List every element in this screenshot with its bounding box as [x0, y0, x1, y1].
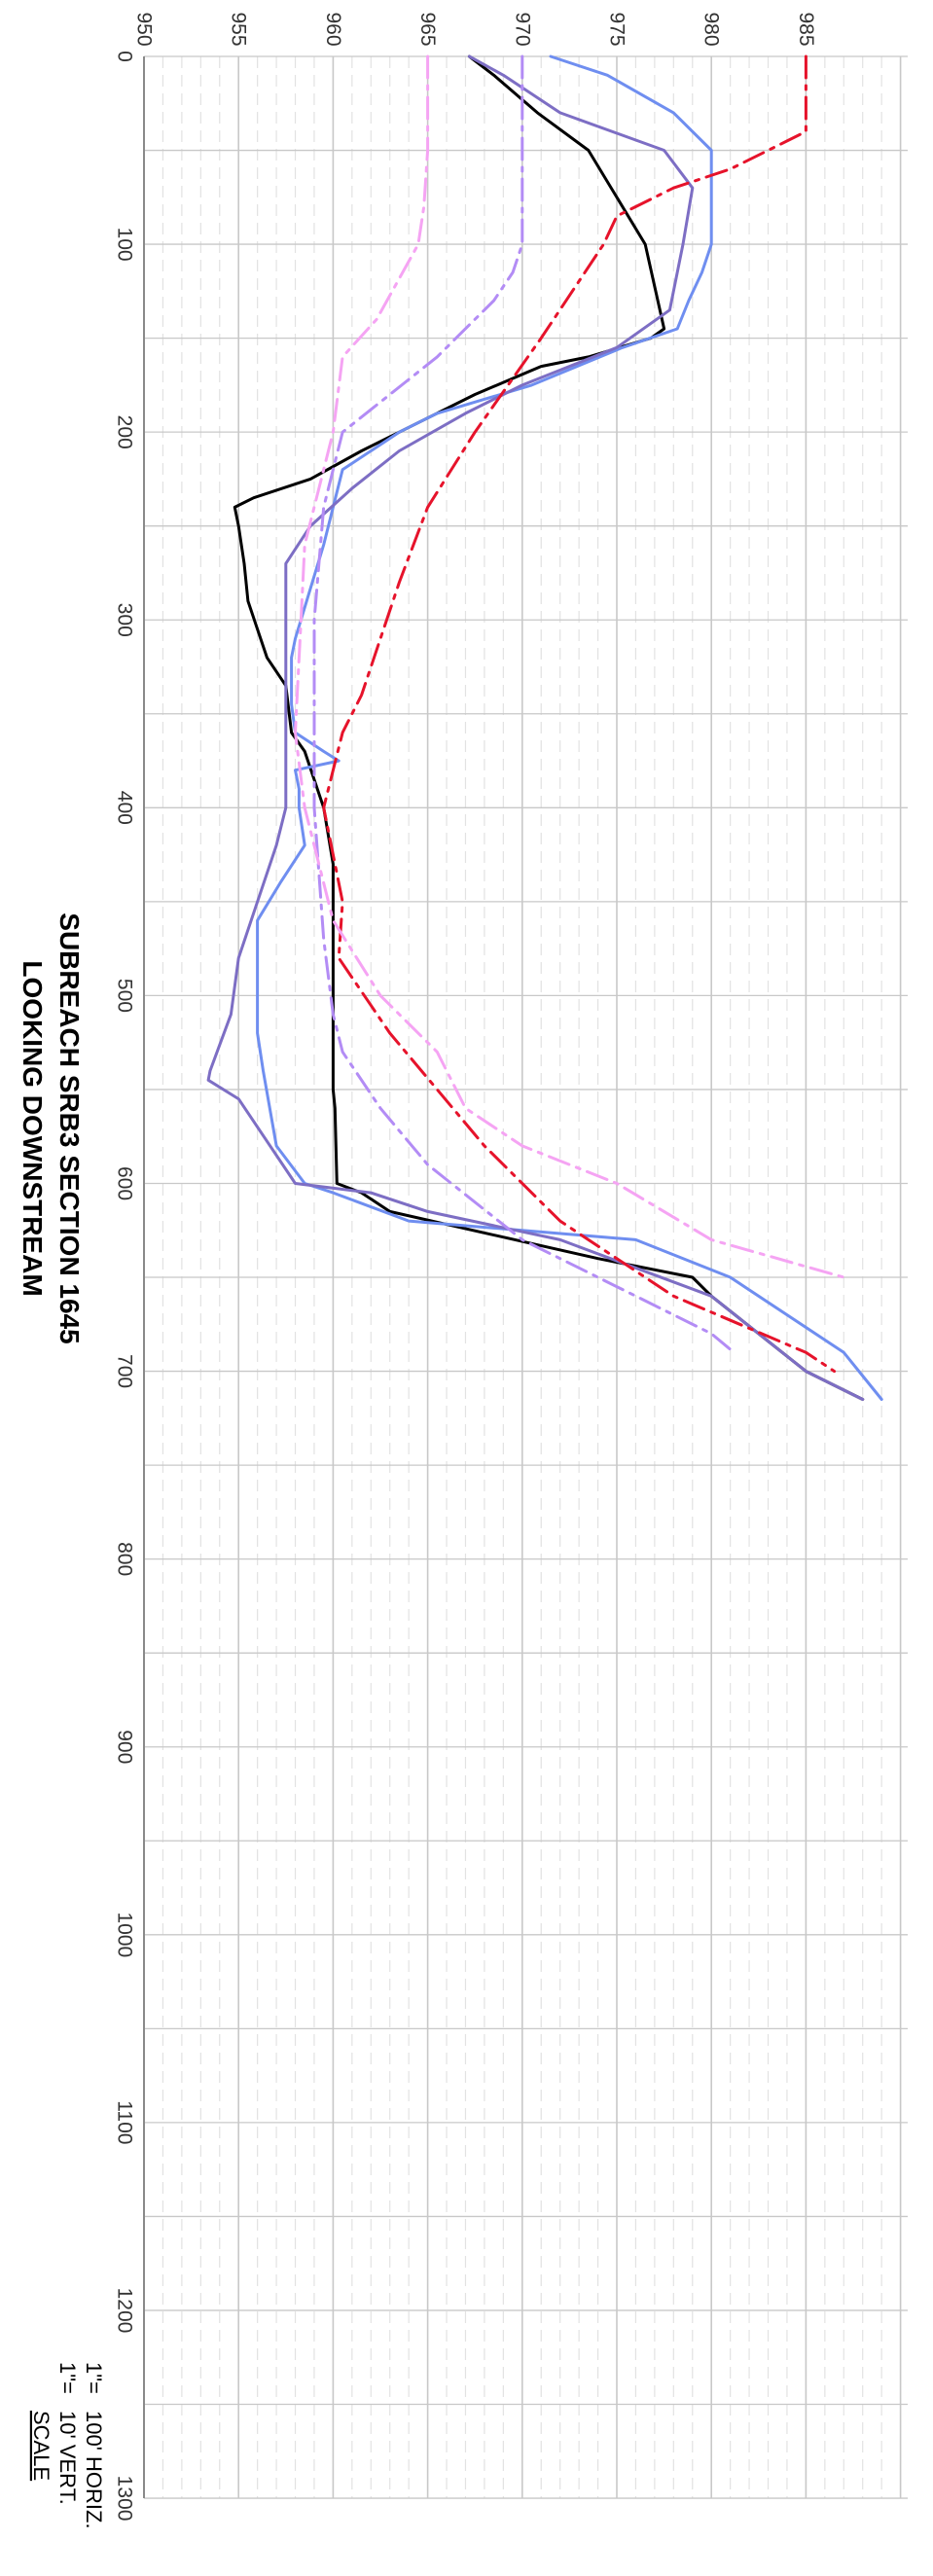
chart-subtitle: LOOKING DOWNSTREAM [18, 960, 48, 1296]
y-tick-label: 960 [322, 12, 344, 46]
title-block: SUBREACH SRB3 SECTION 1645 LOOKING DOWNS… [18, 912, 85, 1343]
x-tick-label: 1200 [114, 2288, 136, 2334]
y-tick-label: 975 [606, 12, 628, 46]
y-tick-label: 985 [795, 12, 817, 46]
y-tick-label: 955 [228, 12, 250, 46]
scale-block: SCALE 1"= 10' VERT. 1"= 100' HORIZ. [29, 2362, 106, 2529]
x-tick-label: 900 [114, 1730, 136, 1764]
y-tick-label: 980 [700, 12, 723, 46]
scale-horiz-label: 1"= [82, 2362, 106, 2394]
x-tick-label: 800 [114, 1542, 136, 1576]
series-line-5 [312, 54, 736, 1354]
scale-horiz-value: 100' HORIZ. [82, 2411, 106, 2529]
series-line-6 [294, 54, 845, 1279]
x-tick-label: 0 [114, 51, 136, 62]
scale-vert-value: 10' VERT. [55, 2411, 80, 2505]
x-tick-label: 600 [114, 1166, 136, 1200]
x-tick-label: 1000 [114, 1912, 136, 1957]
y-tick-label: 970 [511, 12, 533, 46]
x-tick-label: 300 [114, 603, 136, 637]
scale-vert-label: 1"= [55, 2362, 80, 2394]
series-line-3 [206, 54, 865, 1401]
x-tick-label: 1100 [114, 2100, 136, 2144]
tick-labels: 950 955 960 965 970 975 980 985 0 100 200 300 400 500… [114, 12, 817, 2521]
scale-heading: SCALE [29, 2411, 54, 2481]
x-tick-label: 200 [114, 415, 136, 449]
x-tick-label: 1300 [114, 2476, 136, 2522]
x-tick-label: 700 [114, 1354, 136, 1388]
y-tick-label: 950 [133, 12, 156, 46]
chart-title: SUBREACH SRB3 SECTION 1645 [54, 912, 85, 1343]
x-tick-label: 100 [114, 228, 136, 262]
y-tick-label: 965 [416, 12, 439, 46]
data-series [206, 54, 883, 1401]
x-tick-label: 400 [114, 791, 136, 825]
x-tick-label: 500 [114, 979, 136, 1013]
series-line-4 [322, 54, 837, 1374]
